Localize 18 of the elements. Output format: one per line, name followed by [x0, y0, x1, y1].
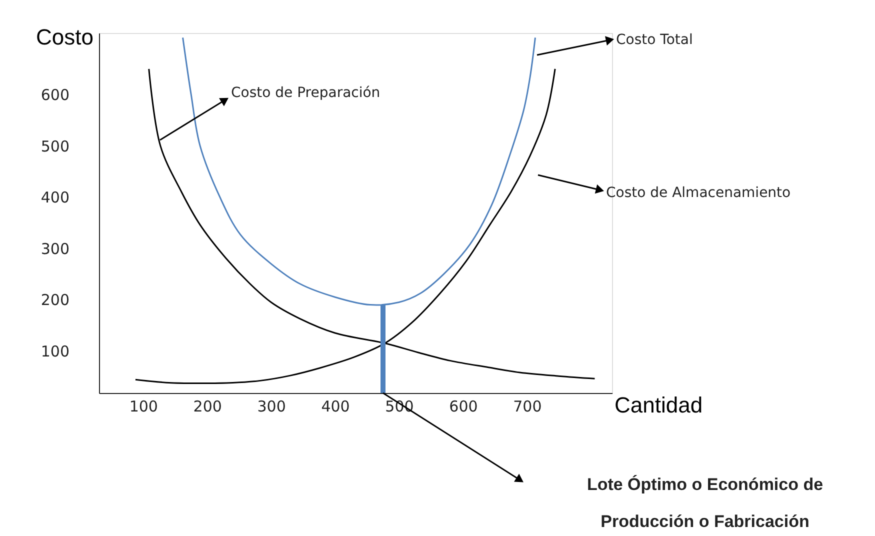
- text: Costo Total: [616, 32, 693, 48]
- x-tick-label: 300: [257, 398, 286, 416]
- x-tick-label: 200: [193, 398, 222, 416]
- y-tick-label: 400: [40, 188, 70, 207]
- annotation: Costo de Preparación: [231, 85, 380, 101]
- text: Lote Óptimo o Económico de Producción o Fabricación: [586, 474, 824, 531]
- y-tick-label: 500: [40, 137, 70, 156]
- x-tick-label: 700: [513, 398, 542, 416]
- y-tick-label: 200: [40, 291, 70, 310]
- x-tick-label: 400: [321, 398, 350, 416]
- annotation: Costo de Almacenamiento: [606, 185, 791, 201]
- x-tick-label: 600: [449, 398, 478, 416]
- y-tick-label: 100: [40, 342, 70, 360]
- x-axis-title: Cantidad: [614, 392, 703, 418]
- x-tick-label: 100: [129, 398, 158, 416]
- y-axis-title: Costo: [36, 24, 94, 50]
- y-tick-label: 300: [40, 240, 70, 258]
- y-tick-label: 600: [40, 86, 70, 104]
